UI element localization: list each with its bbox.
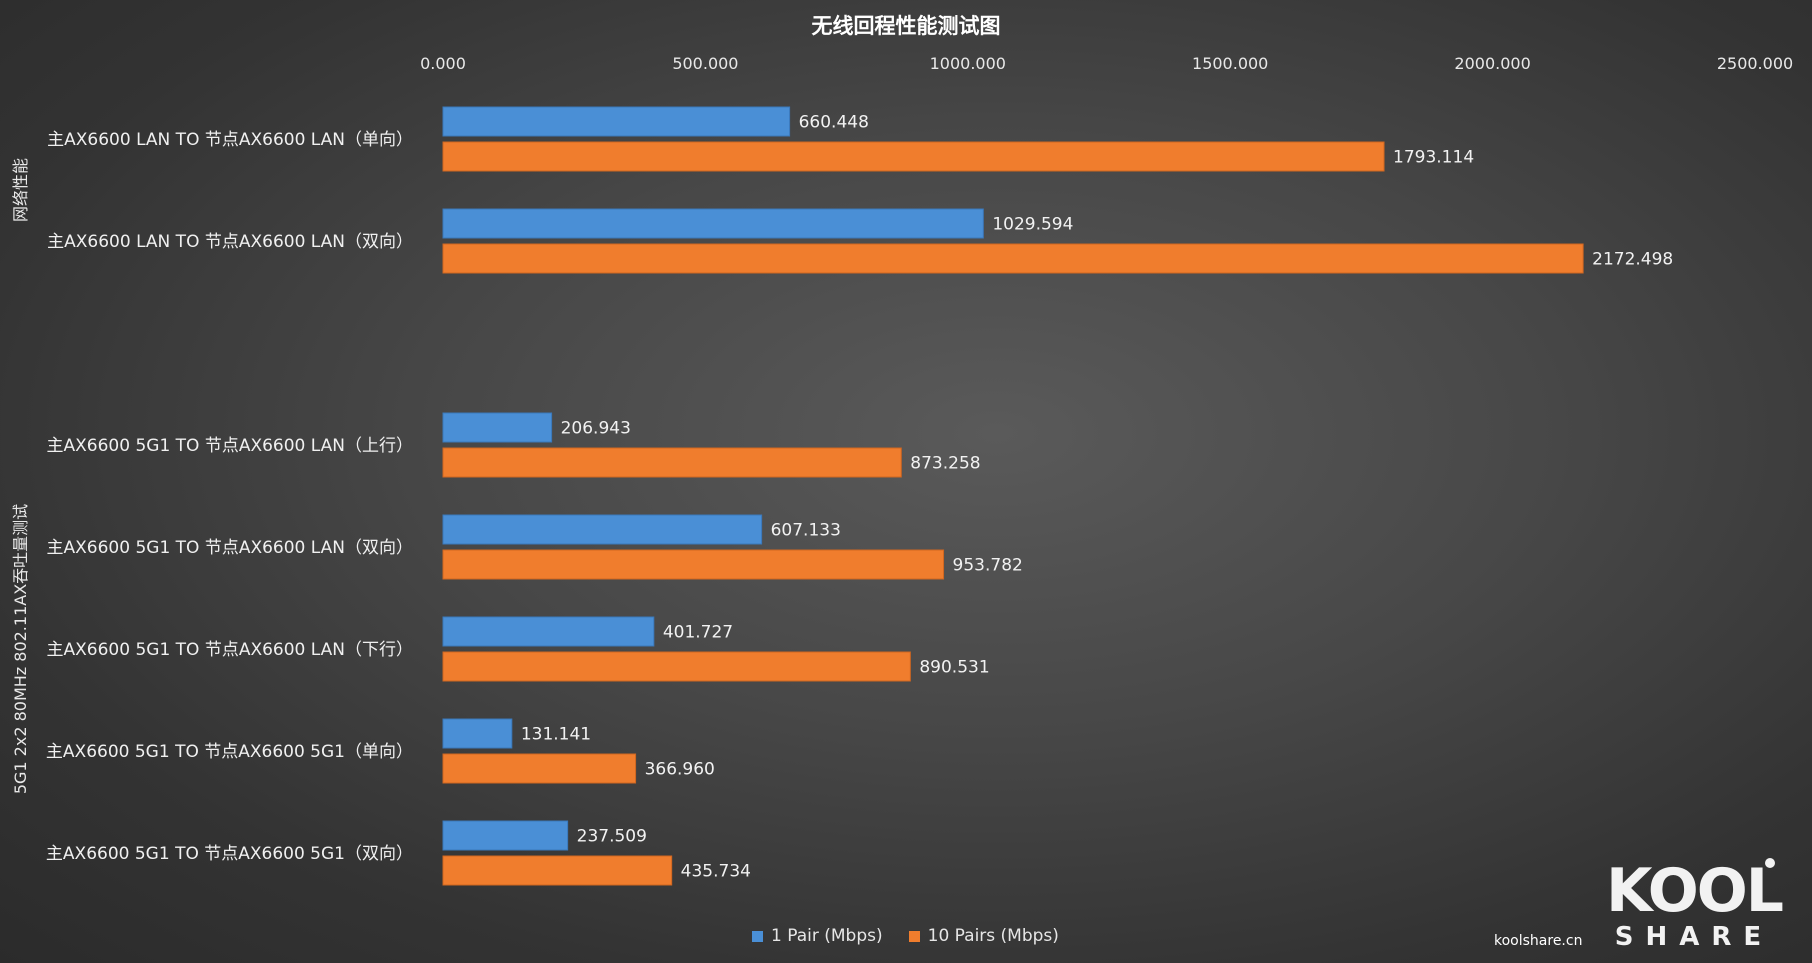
data-label: 131.141	[521, 725, 591, 745]
bar-10-pairs	[442, 243, 1584, 274]
x-tick-label: 2000.000	[1454, 54, 1530, 73]
y-category-label: 主AX6600 5G1 TO 节点AX6600 5G1（单向）	[46, 742, 413, 762]
bars	[442, 106, 1584, 886]
y-group-label: 网络性能	[11, 158, 30, 222]
y-group-label: 5G1 2x2 80MHz 802.11AX吞吐量测试	[11, 504, 30, 794]
logo-share-text: SHARE	[1615, 922, 1773, 951]
y-category-label: 主AX6600 5G1 TO 节点AX6600 LAN（上行）	[47, 436, 413, 456]
bar-1-pair	[442, 106, 791, 137]
bar-10-pairs	[442, 651, 911, 682]
bar-10-pairs	[442, 141, 1385, 172]
data-label: 366.960	[645, 760, 715, 780]
logo-kool-text: KOOL	[1606, 856, 1783, 926]
data-label: 890.531	[919, 658, 989, 678]
bar-1-pair	[442, 820, 569, 851]
watermark-site-text: koolshare.cn	[1494, 933, 1583, 949]
y-category-label: 主AX6600 LAN TO 节点AX6600 LAN（单向）	[47, 130, 413, 150]
x-axis-ticks: 0.000 500.000 1000.000 1500.000 2000.000 2500…	[420, 54, 1793, 73]
koolshare-logo: KOOL SHARE	[1606, 856, 1785, 951]
y-category-label: 主AX6600 5G1 TO 节点AX6600 5G1（双向）	[46, 844, 413, 864]
x-tick-label: 2500.000	[1717, 54, 1793, 73]
data-label: 206.943	[561, 419, 631, 439]
legend-swatch-1-pair	[752, 930, 763, 942]
data-label: 607.133	[771, 521, 841, 541]
x-tick-label: 1500.000	[1192, 54, 1268, 73]
data-label: 1793.114	[1393, 148, 1474, 168]
x-tick-label: 500.000	[672, 54, 738, 73]
y-category-label: 主AX6600 5G1 TO 节点AX6600 LAN（下行）	[47, 640, 413, 660]
data-labels: 660.448 1029.594 206.943 607.133 401.727 131.…	[521, 113, 1673, 882]
bar-1-pair	[442, 412, 553, 443]
y-category-label: 主AX6600 LAN TO 节点AX6600 LAN（双向）	[47, 232, 413, 252]
data-label: 953.782	[953, 556, 1023, 576]
y-axis-groups: 网络性能 5G1 2x2 80MHz 802.11AX吞吐量测试	[11, 158, 30, 794]
x-tick-label: 0.000	[420, 54, 466, 73]
data-label: 435.734	[681, 862, 751, 882]
bar-1-pair	[442, 718, 513, 749]
data-label: 873.258	[910, 454, 980, 474]
bar-10-pairs	[442, 447, 902, 478]
bar-1-pair	[442, 616, 655, 647]
bar-1-pair	[442, 208, 984, 239]
legend-swatch-10-pairs	[908, 930, 920, 942]
bar-1-pair	[442, 514, 763, 545]
logo-dot	[1765, 858, 1775, 868]
bar-10-pairs	[442, 855, 673, 886]
legend-label-10-pairs: 10 Pairs (Mbps)	[927, 926, 1059, 946]
data-label: 237.509	[577, 827, 647, 847]
y-axis-categories: 主AX6600 LAN TO 节点AX6600 LAN（单向） 主AX6600 L…	[46, 130, 413, 864]
legend: 1 Pair (Mbps) 10 Pairs (Mbps)	[752, 926, 1059, 946]
data-label: 401.727	[663, 623, 733, 643]
x-tick-label: 1000.000	[930, 54, 1006, 73]
data-label: 2172.498	[1592, 250, 1673, 270]
legend-item-1-pair: 1 Pair (Mbps)	[752, 926, 883, 946]
chart-title: 无线回程性能测试图	[812, 14, 1001, 38]
data-label: 1029.594	[992, 215, 1073, 235]
y-category-label: 主AX6600 5G1 TO 节点AX6600 LAN（双向）	[47, 538, 413, 558]
data-label: 660.448	[799, 113, 869, 133]
koolshare-watermark: koolshare.cn KOOL SHARE	[1494, 851, 1794, 951]
legend-label-1-pair: 1 Pair (Mbps)	[771, 926, 883, 946]
bar-10-pairs	[442, 753, 637, 784]
legend-item-10-pairs: 10 Pairs (Mbps)	[908, 926, 1059, 946]
bar-10-pairs	[442, 549, 945, 580]
